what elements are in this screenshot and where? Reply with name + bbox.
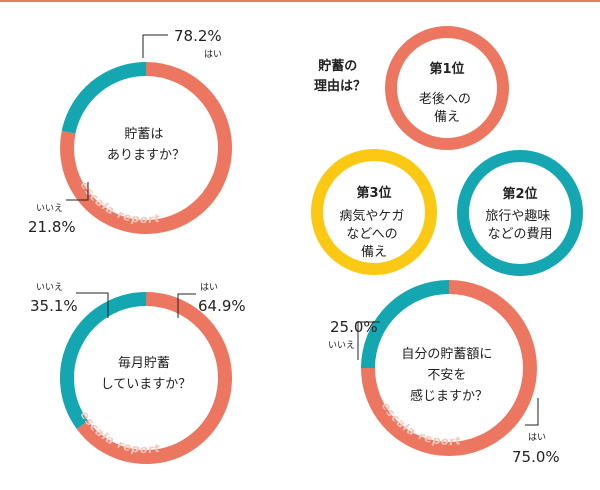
reason-rank-1: 第1位	[429, 61, 464, 77]
value-label-yes-monthly: 64.9%	[198, 297, 246, 315]
reason-ring-rank-3	[311, 149, 437, 275]
donut-slice-no	[61, 62, 147, 134]
reason-text-2-line-1: 旅行や趣味	[485, 209, 550, 224]
reason-text-2-line-2: などの費用	[487, 227, 552, 242]
value-label-yes-anxiety: 75.0%	[512, 448, 560, 466]
leader-line-no-savings	[66, 182, 89, 201]
reason-text-2: 旅行や趣味 などの費用	[485, 209, 554, 242]
category-label-yes-monthly: はい	[200, 282, 218, 293]
reason-text-1: 老後への 備え	[419, 92, 475, 125]
reason-ring-rank-2	[457, 150, 583, 276]
donut-slice-no	[361, 280, 450, 369]
heading-line-2: 理由は？	[314, 78, 366, 94]
leader-line-yes-savings	[142, 34, 168, 58]
center-line-2: ありますか？	[107, 148, 185, 163]
leader-line-yes-monthly	[177, 293, 196, 318]
reason-text-3-line-2: などへの	[346, 227, 397, 242]
donut-center-text-anxiety: 自分の貯蓄額に 不安を 感じますか？	[401, 347, 496, 404]
value-label-yes-savings: 78.2%	[174, 27, 222, 45]
reason-text-1-line-2: 備え	[434, 109, 460, 125]
donut-slice-yes	[361, 280, 537, 456]
reason-rank-3: 第3位	[356, 185, 391, 201]
category-label-no-anxiety: いいえ	[328, 340, 355, 351]
category-label-no-savings: いいえ	[36, 203, 63, 214]
donut-slice-yes	[76, 292, 232, 464]
reason-ring-rank-1	[385, 26, 509, 150]
center-line-2: していますか？	[101, 377, 192, 392]
leader-line-no-monthly	[76, 292, 109, 318]
center-line-1: 毎月貯蓄	[118, 355, 170, 371]
heading-line-1: 貯蓄の	[318, 58, 357, 74]
value-label-no-monthly: 35.1%	[30, 297, 78, 315]
center-line-2: 不安を	[427, 368, 466, 383]
donut-slice-no	[60, 292, 147, 429]
watermark-text: escala report	[78, 409, 162, 456]
value-label-no-anxiety: 25.0%	[330, 318, 378, 336]
category-label-yes-anxiety: はい	[528, 432, 546, 443]
top-rule	[0, 0, 600, 2]
center-line-1: 貯蓄は	[124, 127, 163, 142]
center-line-3: 感じますか？	[410, 388, 488, 404]
reasons-heading: 貯蓄の 理由は？	[314, 58, 366, 94]
reason-text-3-line-1: 病気やケガ	[339, 208, 404, 224]
donut-center-text-monthly: 毎月貯蓄 していますか？	[101, 355, 192, 392]
watermark-text: escala report	[78, 179, 162, 226]
reason-text-3-line-3: 備え	[361, 244, 387, 260]
donut-slice-yes	[60, 62, 232, 234]
leader-line-yes-anxiety	[525, 398, 539, 426]
reason-rank-2: 第2位	[502, 186, 537, 202]
reason-text-1-line-1: 老後への	[419, 92, 471, 107]
category-label-yes-savings: はい	[204, 49, 222, 60]
leader-line-no-anxiety	[357, 321, 380, 360]
category-label-no-monthly: いいえ	[36, 282, 63, 293]
donut-center-text-savings: 貯蓄は ありますか？	[107, 127, 185, 163]
reason-text-3: 病気やケガ などへの 備え	[339, 208, 408, 260]
center-line-1: 自分の貯蓄額に	[401, 347, 492, 362]
value-label-no-savings: 21.8%	[28, 218, 76, 236]
